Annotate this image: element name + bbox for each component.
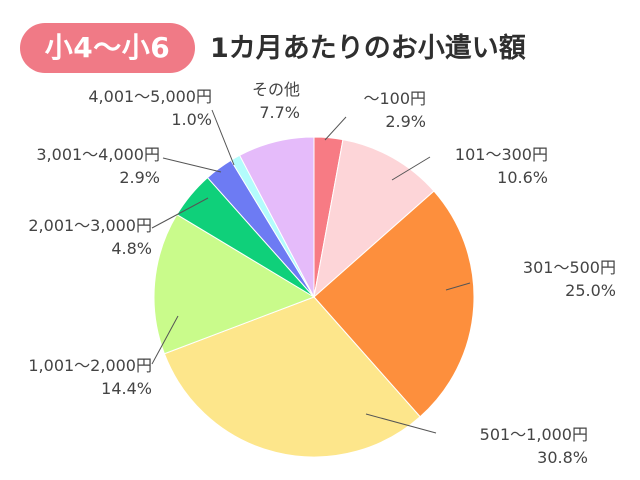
slice-percent-label: 14.4% [101,379,152,398]
slice-category-label: 3,001〜4,000円 [36,145,160,164]
leader-line [151,315,179,365]
leader-line [211,109,235,166]
chart-header: 小4〜小6 1カ月あたりのお小遣い額 [0,0,640,80]
leader-line [391,156,431,181]
pie-slice [313,139,435,299]
slice-category-label: 2,001〜3,000円 [28,216,152,235]
slice-percent-label: 7.7% [259,103,300,122]
slice-percent-label: 10.6% [497,168,548,187]
slice-category-label: 4,001〜5,000円 [88,87,212,106]
chart-title: 1カ月あたりのお小遣い額 [210,33,526,64]
slice-percent-label: 1.0% [171,110,212,129]
slice-percent-label: 30.8% [537,448,588,467]
slice-category-label: その他 [252,80,300,99]
slice-category-label: 301〜500円 [523,258,616,277]
slice-category-label: 501〜1,000円 [480,425,588,444]
leader-line [151,197,209,229]
leader-lines [151,109,471,434]
leader-line [445,282,471,291]
slice-percent-label: 4.8% [111,239,152,258]
slice-category-label: 〜100円 [363,89,426,108]
slice-percent-label: 25.0% [565,281,616,300]
leader-line [365,413,437,434]
slice-category-label: 1,001〜2,000円 [28,356,152,375]
pie-slice [153,213,316,355]
pie-slice [313,190,475,418]
grade-badge: 小4〜小6 [20,23,195,73]
leader-line [162,157,222,173]
pie-slices [153,136,475,458]
slice-labels: 〜100円 2.9% 101〜300円 10.6% 301〜500円 25.0% 501〜1… [28,80,616,467]
pie-slice [238,136,315,298]
slice-percent-label: 2.9% [385,112,426,131]
pie-slice [163,296,421,458]
leader-line [324,116,347,141]
slice-category-label: 101〜300円 [455,145,548,164]
slice-percent-label: 2.9% [119,168,160,187]
